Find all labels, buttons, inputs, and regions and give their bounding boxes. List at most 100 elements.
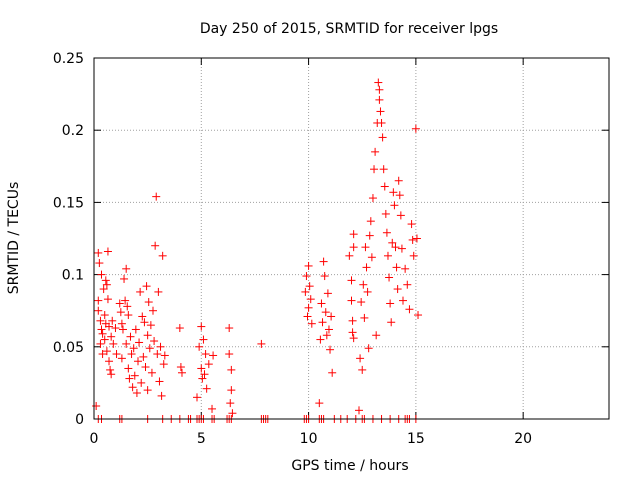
data-point [98,329,107,338]
data-point [157,391,166,400]
data-point [359,280,368,289]
data-point [257,339,266,348]
y-tick-label: 0.05 [53,340,84,356]
data-point [366,217,375,226]
data-point [126,332,135,341]
data-point [316,335,325,344]
data-point [208,404,217,413]
y-tick-label: 0.15 [53,195,84,211]
data-point [120,274,129,283]
data-point [142,282,151,291]
data-point [391,243,400,252]
data-point [136,287,145,296]
data-point [347,276,356,285]
data-point [193,393,201,402]
data-point [394,176,403,185]
data-point [123,302,132,311]
data-point [150,337,159,346]
data-point [307,319,316,328]
y-axis-label: SRMTID / TECUs [6,182,22,295]
data-point [128,383,137,392]
x-tick-label: 5 [197,431,206,447]
plot-frame [93,57,610,420]
data-point [304,303,313,312]
data-point [365,231,374,240]
data-point [408,235,417,244]
data-point [158,251,167,260]
data-point [97,325,106,334]
data-point [375,95,384,104]
data-point [156,342,165,351]
data-point [376,107,385,116]
data-point [137,378,146,387]
data-point [204,360,213,369]
data-point [403,280,412,289]
data-point [412,234,421,243]
data-point [144,298,153,307]
data-point [395,191,404,200]
data-point [160,351,169,360]
data-point [319,257,328,266]
data-point [94,248,103,257]
data-point [371,147,380,156]
data-point [378,133,387,142]
data-point [379,165,388,174]
data-point [103,295,112,304]
data-point [397,244,406,253]
data-point [115,299,124,308]
data-point [101,276,110,285]
data-point [200,370,209,379]
data-point [303,312,312,321]
data-point [197,322,206,331]
data-point [382,228,391,237]
data-point [348,316,357,325]
data-point [324,325,333,334]
data-point [209,351,218,360]
data-point [356,354,365,363]
data-point [149,306,158,315]
data-point [358,365,367,374]
data-point [103,247,112,256]
data-point [143,386,152,395]
data-point [127,350,136,359]
data-point [94,296,103,305]
y-tick-label: 0 [75,412,84,428]
x-tick-label: 15 [407,431,425,447]
data-point [360,313,369,322]
data-point [405,305,414,314]
data-point [305,282,314,291]
data-point [198,374,207,383]
data-point [383,251,392,260]
data-point [124,311,133,320]
x-tick-label: 20 [514,431,532,447]
data-point [368,194,377,203]
data-point [100,311,109,320]
data-point [393,285,402,294]
data-point [125,374,134,383]
data-point [98,350,107,359]
data-point [177,368,186,377]
data-points [92,78,423,423]
data-point [95,259,104,268]
data-point [327,312,336,321]
data-point [227,386,236,395]
data-point [409,251,418,260]
data-point [153,350,162,359]
data-point [306,295,315,304]
data-point [363,287,372,296]
data-point [225,324,234,333]
data-point [132,389,141,398]
data-point [121,296,130,305]
data-point [377,118,386,127]
data-point [202,384,211,393]
data-point [92,402,101,411]
data-point [414,311,423,320]
chart-title: Day 250 of 2015, SRMTID for receiver lpg… [200,21,498,37]
data-point [390,201,399,210]
data-point [226,399,235,408]
data-point [130,371,139,380]
data-point [228,409,237,418]
data-point [355,406,364,415]
data-point [361,243,370,252]
data-point [323,289,332,298]
